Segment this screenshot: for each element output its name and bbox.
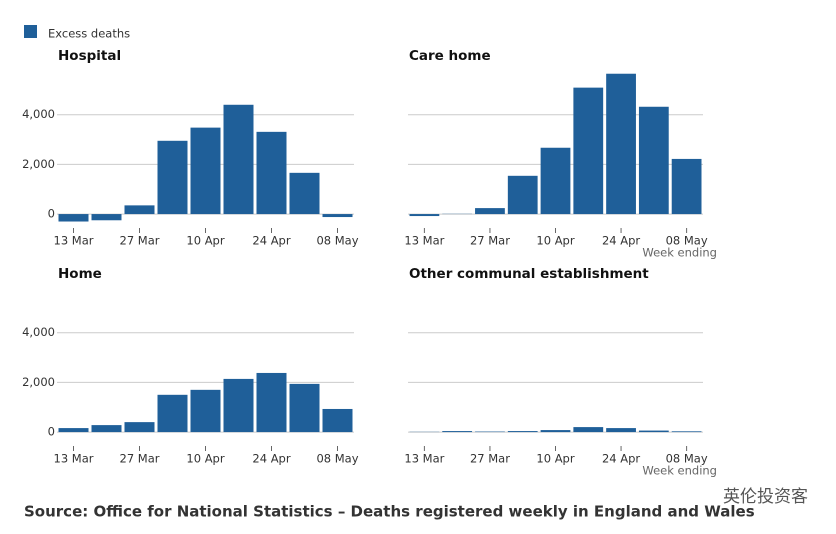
bar [573,427,604,433]
bar [289,383,320,433]
panel-title: Home [58,266,102,282]
bar [157,394,188,433]
panel-title: Other communal establishment [409,266,649,282]
x-axis-label: Week ending [642,246,717,260]
x-tick-label: 08 May [666,234,708,248]
x-tick-label: 13 Mar [54,452,94,466]
bar [91,425,122,433]
x-tick-label: 27 Mar [470,234,510,248]
bar [223,104,254,215]
source: Source: Office for National Statistics –… [24,503,755,521]
y-tick-label: 0 [48,207,55,221]
x-tick-label: 24 Apr [602,234,640,248]
x-tick-label: 10 Apr [536,234,574,248]
x-tick-label: 24 Apr [252,234,290,248]
x-axis-label: Week ending [642,464,717,478]
x-tick-label: 27 Mar [120,234,160,248]
bar [256,131,287,215]
x-tick-label: 13 Mar [404,234,444,248]
y-tick-label: 0 [48,425,55,439]
bar [638,106,669,215]
bar [58,428,89,433]
bar [442,431,473,433]
bar [606,73,636,215]
watermark: 英伦投资客 [723,487,808,507]
bar [289,172,320,215]
bar [606,428,636,433]
panel-title: Care home [409,48,491,64]
legend-swatch [24,25,37,38]
bar [190,127,221,215]
x-tick-label: 24 Apr [252,452,290,466]
y-tick-label: 4,000 [22,107,55,121]
x-tick-label: 08 May [666,452,708,466]
x-tick-label: 27 Mar [120,452,160,466]
x-tick-label: 10 Apr [186,452,224,466]
bar [223,378,254,433]
x-tick-label: 10 Apr [536,452,574,466]
bar [322,214,353,218]
bar [671,431,702,433]
bar [124,422,155,433]
bar [573,87,604,215]
bar [540,147,571,215]
x-tick-label: 24 Apr [602,452,640,466]
legend-label: Excess deaths [48,27,130,41]
bar [256,372,287,433]
y-tick-label: 2,000 [22,157,55,171]
x-tick-label: 08 May [316,452,358,466]
x-tick-label: 08 May [316,234,358,248]
x-tick-label: 13 Mar [54,234,94,248]
x-tick-label: 27 Mar [470,452,510,466]
bar [157,140,188,215]
y-tick-label: 4,000 [22,325,55,339]
bar [507,175,538,215]
x-tick-label: 10 Apr [186,234,224,248]
bar [507,431,538,433]
bar [322,408,353,433]
bar [91,214,122,221]
bar [475,208,505,215]
bar [671,158,702,215]
bar [409,214,440,217]
bar [58,214,89,222]
y-tick-label: 2,000 [22,375,55,389]
bar [190,389,221,433]
bar [638,430,669,433]
x-tick-label: 13 Mar [404,452,444,466]
panel-title: Hospital [58,48,121,64]
bar [124,205,155,215]
bar [540,430,571,433]
